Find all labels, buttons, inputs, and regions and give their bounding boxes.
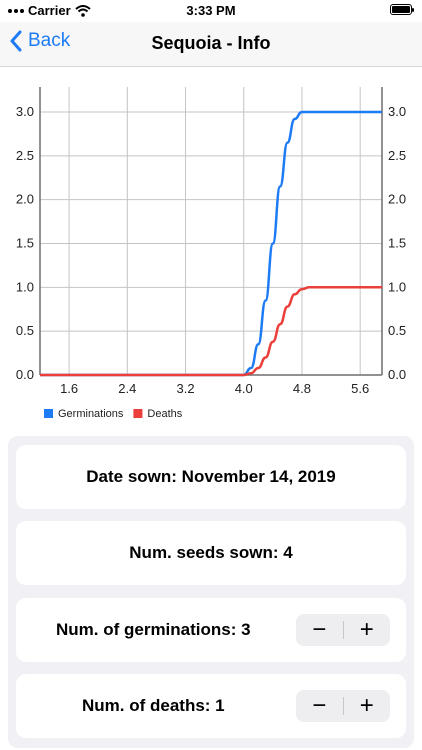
- deaths-stepper[interactable]: − +: [296, 690, 390, 722]
- back-label: Back: [28, 30, 71, 51]
- x-tick-label: 4.0: [235, 381, 253, 396]
- x-tick-label: 5.6: [351, 381, 369, 396]
- navigation-bar: Back Sequoia - Info: [0, 22, 422, 67]
- y-tick-label-right: 1.0: [388, 279, 406, 294]
- germinations-decrement-button[interactable]: −: [296, 614, 343, 646]
- y-tick-label-left: 3.0: [16, 104, 34, 119]
- legend-swatch-deaths: [133, 409, 143, 418]
- line-chart: 0.0 0.0 0.5 0.5 1.0 1.0 1.5 1.5 2.0 2.0 2.5 2.5 3.0 3…: [16, 87, 406, 420]
- germinations-label: Num. of germinations: 3: [56, 620, 251, 639]
- germinations-stepper[interactable]: − +: [296, 614, 390, 646]
- plus-icon: +: [359, 692, 374, 719]
- deaths-increment-button[interactable]: +: [344, 690, 391, 722]
- y-tick-label-right: 3.0: [388, 104, 406, 119]
- y-tick-label-left: 1.5: [16, 236, 34, 251]
- y-tick-label-left: 2.0: [16, 192, 34, 207]
- minus-icon: −: [312, 616, 327, 643]
- y-tick-label-right: 0.0: [388, 367, 406, 382]
- status-bar: Carrier 3:33 PM: [0, 0, 422, 22]
- date-sown-label: Date sown: November 14, 2019: [86, 467, 336, 486]
- carrier-label: Carrier: [28, 3, 71, 18]
- series-line-deaths: [39, 286, 382, 377]
- minus-icon: −: [312, 692, 327, 719]
- y-tick-label-left: 0.5: [16, 323, 34, 338]
- legend-label-germinations: Germinations: [58, 408, 124, 420]
- back-button[interactable]: Back: [10, 30, 70, 52]
- legend-swatch-germinations: [44, 409, 53, 418]
- date-sown-card: Date sown: November 14, 2019: [16, 445, 406, 509]
- y-tick-label-right: 0.5: [388, 323, 406, 338]
- info-cards: Date sown: November 14, 2019 Num. seeds …: [8, 436, 414, 748]
- y-tick-label-left: 2.5: [16, 148, 34, 163]
- seeds-sown-card: Num. seeds sown: 4: [16, 521, 406, 585]
- x-tick-label: 4.8: [293, 381, 311, 396]
- stepper-divider: [342, 621, 344, 639]
- status-time: 3:33 PM: [186, 3, 236, 18]
- y-tick-label-right: 2.0: [388, 192, 406, 207]
- seeds-sown-label: Num. seeds sown: 4: [129, 543, 293, 562]
- plus-icon: +: [359, 616, 374, 643]
- y-tick-label-left: 1.0: [16, 279, 34, 294]
- y-tick-label-right: 2.5: [388, 148, 406, 163]
- chart: 0.0 0.0 0.5 0.5 1.0 1.0 1.5 1.5 2.0 2.0 2.5 2.5 3.0 3…: [0, 67, 422, 437]
- legend-label-deaths: Deaths: [147, 408, 182, 420]
- germinations-increment-button[interactable]: +: [344, 614, 391, 646]
- battery-icon: [390, 4, 414, 15]
- stepper-divider: [342, 697, 344, 715]
- deaths-label: Num. of deaths: 1: [82, 696, 225, 715]
- status-left: Carrier: [8, 3, 91, 18]
- germinations-card: Num. of germinations: 3 − +: [16, 598, 406, 662]
- wifi-icon: [74, 4, 91, 17]
- chevron-left-icon: [10, 30, 22, 52]
- page-title: Sequoia - Info: [151, 33, 271, 53]
- x-tick-label: 2.4: [118, 381, 136, 396]
- signal-icon: [8, 8, 24, 13]
- y-tick-label-right: 1.5: [388, 236, 406, 251]
- deaths-decrement-button[interactable]: −: [296, 690, 343, 722]
- x-tick-label: 3.2: [176, 381, 194, 396]
- y-tick-label-left: 0.0: [16, 367, 34, 382]
- x-tick-label: 1.6: [60, 381, 78, 396]
- deaths-card: Num. of deaths: 1 − +: [16, 674, 406, 738]
